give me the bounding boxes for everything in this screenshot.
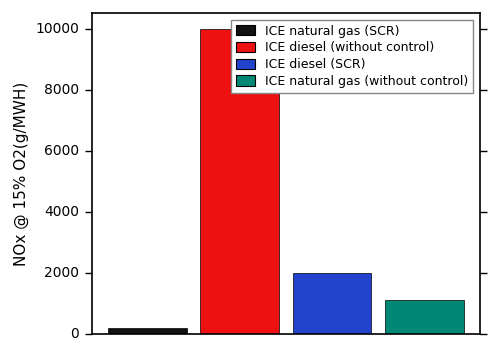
Y-axis label: NOx @ 15% O2(g/MWH): NOx @ 15% O2(g/MWH) [14,81,28,266]
Bar [200,29,279,334]
Bar [108,327,186,334]
Bar [385,300,464,334]
Bar [292,273,371,334]
Legend: ICE natural gas (SCR), ICE diesel (without control), ICE diesel (SCR), ICE natur: ICE natural gas (SCR), ICE diesel (witho… [232,19,474,93]
